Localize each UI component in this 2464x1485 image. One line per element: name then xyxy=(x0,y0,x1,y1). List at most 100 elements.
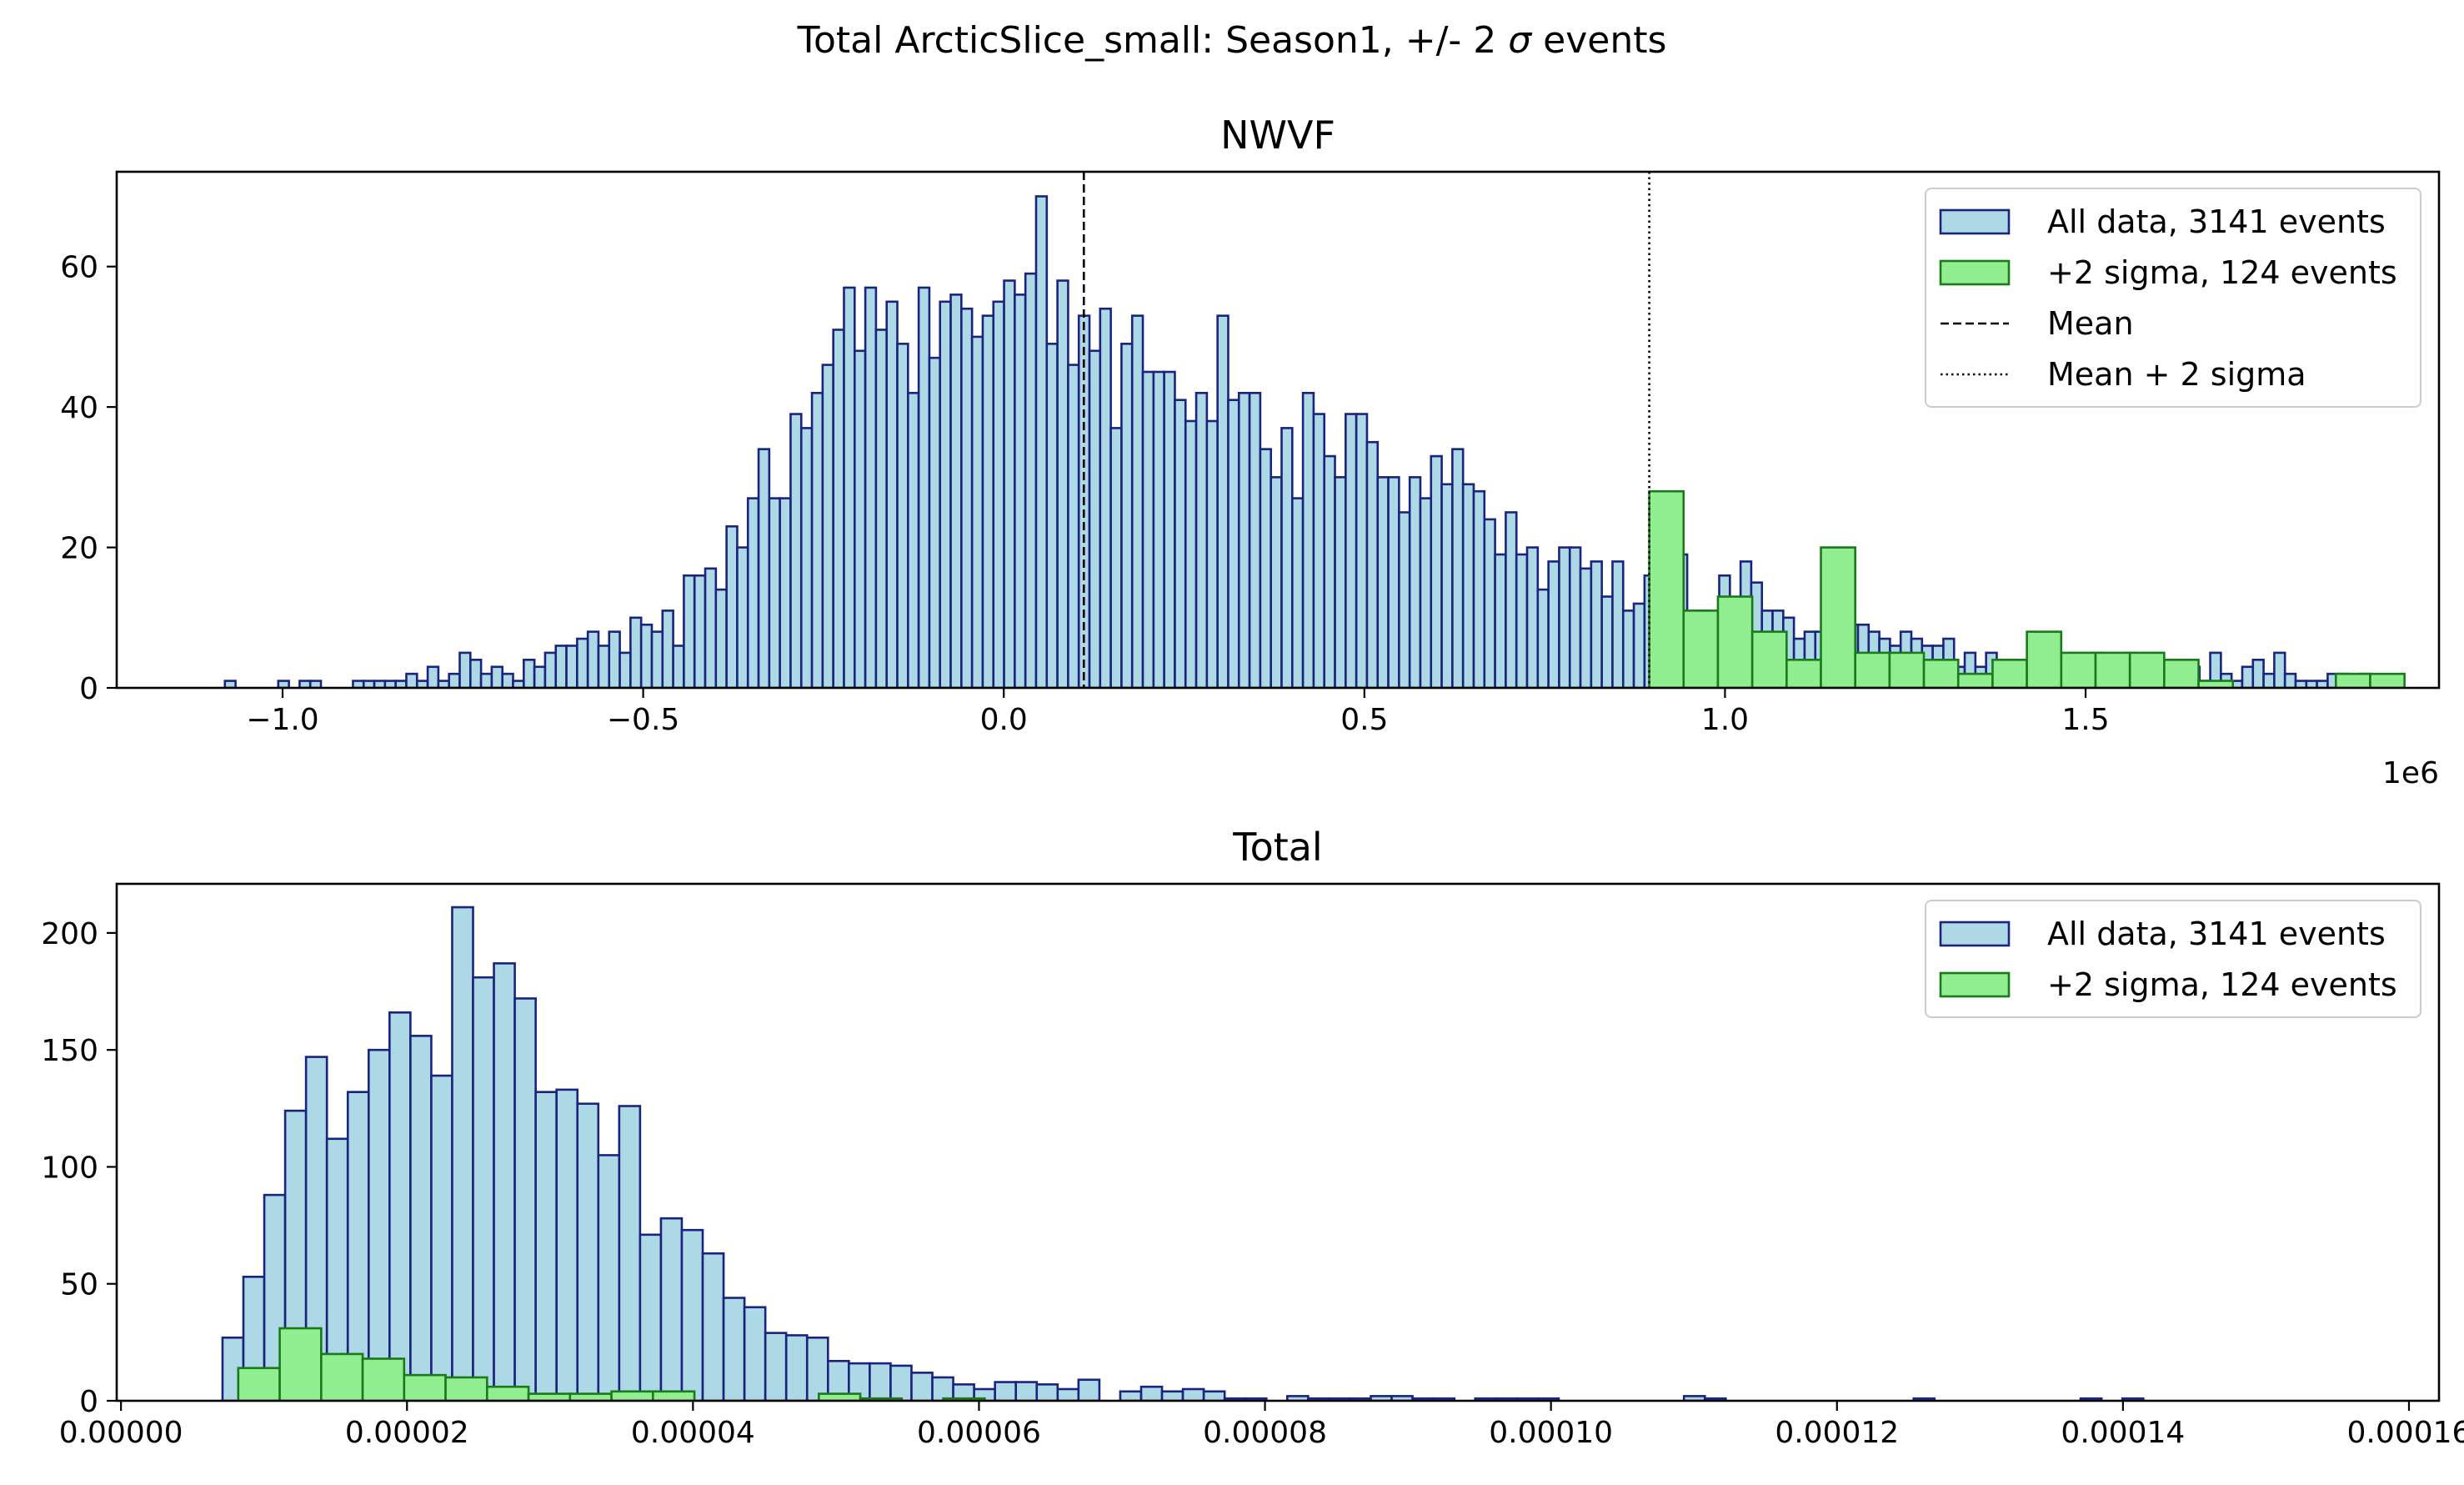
x-tick-label: 0.0 xyxy=(980,703,1028,737)
histogram-bar xyxy=(652,1390,696,1401)
histogram-bar xyxy=(1483,518,1496,688)
histogram-bar xyxy=(1472,489,1486,688)
histogram-bar xyxy=(1536,1397,1560,1401)
histogram-bar xyxy=(1525,546,1540,688)
histogram-bar xyxy=(1536,588,1550,688)
histogram-bar xyxy=(2369,672,2406,688)
histogram-bar xyxy=(1237,391,1251,688)
histogram-bar xyxy=(805,1336,829,1401)
histogram-bar xyxy=(1160,1390,1184,1401)
histogram-bar xyxy=(1956,672,1994,688)
histogram-bar xyxy=(1648,489,1685,688)
histogram-bar xyxy=(1621,610,1635,688)
histogram-bar xyxy=(1067,364,1080,688)
histogram-bar xyxy=(533,665,547,688)
legend-label: All data, 3141 events xyxy=(2047,203,2386,240)
histogram-bar xyxy=(639,1233,663,1401)
histogram-bar xyxy=(237,1367,281,1401)
histogram-bar xyxy=(2262,672,2276,688)
histogram-bar xyxy=(1184,419,1198,688)
histogram-bar xyxy=(1355,413,1369,688)
histogram-bar xyxy=(458,651,472,688)
histogram-bar xyxy=(2094,651,2131,688)
histogram-bar xyxy=(444,1376,488,1401)
axes-frame xyxy=(115,882,2441,1402)
histogram-bar xyxy=(554,645,568,688)
histogram-bar xyxy=(2026,630,2063,688)
histogram-bar xyxy=(576,1102,600,1401)
histogram-bar xyxy=(388,1011,412,1401)
histogram-bar xyxy=(931,1376,954,1401)
histogram-bar xyxy=(768,497,781,688)
histogram-bar xyxy=(469,659,483,688)
histogram-bar xyxy=(405,672,418,688)
histogram-bar xyxy=(994,1381,1018,1401)
histogram-bar xyxy=(523,659,536,688)
histogram-bar xyxy=(1152,370,1165,688)
histogram-bar xyxy=(346,1091,370,1401)
histogram-bar xyxy=(789,413,803,688)
histogram-bar xyxy=(736,546,749,688)
axes-frame xyxy=(115,170,2441,690)
histogram-bar xyxy=(1202,1390,1226,1401)
histogram-bar xyxy=(743,1306,767,1401)
x-tick-label: 0.00004 xyxy=(631,1416,755,1450)
histogram-bar xyxy=(714,588,728,688)
histogram-bar xyxy=(1515,553,1529,688)
histogram-bar xyxy=(1632,602,1646,688)
histogram-bar xyxy=(361,1357,406,1401)
histogram-bar xyxy=(277,680,290,688)
histogram-bar xyxy=(939,300,952,688)
histogram-bar xyxy=(1270,476,1283,688)
histogram-bar xyxy=(1785,659,1822,688)
histogram-bar xyxy=(1205,419,1219,688)
histogram-bar xyxy=(1611,560,1625,688)
x-offset-label: 1e6 xyxy=(2382,756,2439,790)
histogram-bar xyxy=(1248,391,1262,688)
legend-box xyxy=(1925,900,2421,1018)
x-tick-label: 0.00010 xyxy=(1489,1416,1613,1450)
histogram-bar xyxy=(426,665,440,688)
legend-box xyxy=(1925,188,2421,408)
histogram-bar xyxy=(223,680,237,688)
histogram-bar xyxy=(493,962,516,1401)
histogram-bar xyxy=(1408,476,1422,688)
histogram-bar xyxy=(1820,546,1856,688)
histogram-bar xyxy=(2209,651,2222,688)
legend-label: All data, 3141 events xyxy=(2047,916,2386,952)
histogram-bar xyxy=(1077,1378,1101,1401)
histogram-bar xyxy=(597,645,611,688)
histogram-bar xyxy=(1600,595,1614,688)
histogram-bar xyxy=(490,665,504,688)
histogram-bar xyxy=(821,364,834,688)
histogram-bar xyxy=(2283,672,2297,688)
histogram-bar xyxy=(810,391,824,688)
histogram-bar xyxy=(1280,427,1294,688)
histogram-bar xyxy=(2060,651,2097,688)
histogram-bar xyxy=(1035,1383,1059,1401)
histogram-bar xyxy=(1376,476,1390,688)
histogram-bar xyxy=(661,610,674,688)
histogram-bar xyxy=(1130,314,1144,688)
histogram-bar xyxy=(928,356,942,688)
legend-label: Mean xyxy=(2047,305,2134,342)
histogram-bar xyxy=(479,672,493,688)
histogram-bar xyxy=(859,1397,904,1401)
histogram-bar xyxy=(367,1048,391,1401)
total-panel: Total 0.00000 0.00002 0.00004 0.00006 0.00008… xyxy=(41,825,2464,1450)
histogram-bar xyxy=(486,1385,530,1401)
histogram-bar xyxy=(1227,399,1240,688)
histogram-bar xyxy=(960,307,974,688)
plot-area xyxy=(223,172,2406,688)
histogram-bar xyxy=(501,672,514,688)
histogram-bar xyxy=(704,567,718,688)
histogram-bar xyxy=(1568,546,1582,688)
histogram-bar xyxy=(1291,497,1305,688)
histogram-bar xyxy=(1505,511,1518,688)
histogram-bar xyxy=(650,630,664,688)
histogram-bar xyxy=(725,524,739,688)
series-sig xyxy=(237,1327,986,1401)
histogram-bar xyxy=(746,497,760,688)
y-tick-label: 40 xyxy=(60,391,98,425)
x-tick-label: 1.5 xyxy=(2061,703,2109,737)
